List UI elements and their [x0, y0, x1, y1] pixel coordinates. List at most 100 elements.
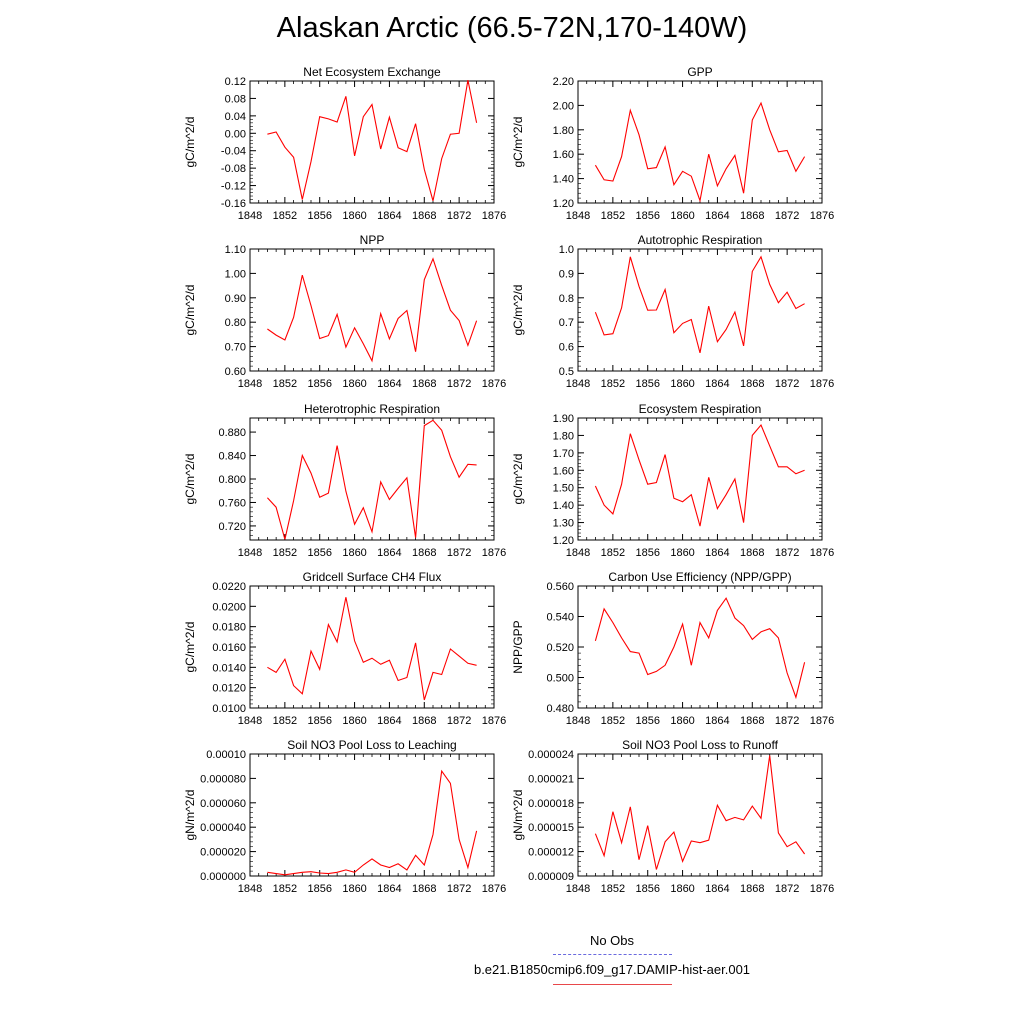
- y-tick-label: 0.000012: [528, 847, 574, 859]
- y-tick-label: 2.00: [553, 100, 574, 112]
- y-tick-label: 0.0220: [212, 581, 246, 593]
- series-line: [267, 257, 478, 363]
- x-tick-label: 1856: [635, 715, 659, 727]
- y-tick-label: 0.70: [225, 342, 246, 354]
- series-line: [594, 255, 805, 354]
- y-tick-label: 0.00: [225, 128, 246, 140]
- x-tick-label: 1876: [482, 210, 506, 222]
- y-tick-label: 0.500: [546, 673, 574, 685]
- y-tick-label: 1.30: [553, 518, 574, 530]
- y-tick-label: 1.60: [553, 149, 574, 161]
- y-tick-label: 0.800: [218, 474, 246, 486]
- chart-panel-7: Gridcell Surface CH4 Flux gC/m^2/d 1848 185…: [183, 570, 506, 727]
- chart-title: Soil NO3 Pool Loss to Leaching: [287, 738, 456, 752]
- y-tick-label: 0.840: [218, 451, 246, 463]
- x-tick-label: 1852: [601, 378, 625, 390]
- y-tick-label: 1.40: [553, 500, 574, 512]
- y-tick-label: 0.000021: [528, 773, 574, 785]
- chart-panel-1: Net Ecosystem Exchange gC/m^2/d 1848 1852 18…: [183, 65, 506, 222]
- chart-title: Heterotrophic Respiration: [304, 402, 440, 416]
- x-tick-label: 1860: [342, 378, 366, 390]
- x-tick-label: 1848: [566, 883, 590, 895]
- series-line: [267, 769, 478, 876]
- x-tick-label: 1864: [377, 547, 401, 559]
- chart-panel-6: Ecosystem Respiration gC/m^2/d 1848 1852 185…: [511, 402, 834, 559]
- x-tick-label: 1852: [601, 547, 625, 559]
- x-tick-label: 1864: [377, 378, 401, 390]
- y-tick-label: -0.16: [221, 198, 246, 210]
- y-tick-label: 0.720: [218, 521, 246, 533]
- x-tick-label: 1872: [775, 715, 799, 727]
- y-tick-label: 1.0: [559, 244, 574, 256]
- x-tick-label: 1852: [601, 883, 625, 895]
- x-tick-label: 1876: [810, 378, 834, 390]
- y-tick-label: 0.000009: [528, 871, 574, 883]
- series-line: [267, 79, 478, 201]
- page-title: Alaskan Arctic (66.5-72N,170-140W): [276, 12, 748, 44]
- y-tick-label: 0.480: [546, 703, 574, 715]
- x-tick-label: 1848: [238, 715, 262, 727]
- x-tick-label: 1868: [740, 715, 764, 727]
- y-tick-label: 0.9: [559, 268, 574, 280]
- y-tick-label: 0.08: [225, 93, 246, 105]
- chart-title: Ecosystem Respiration: [639, 402, 762, 416]
- y-tick-label: -0.04: [221, 146, 246, 158]
- plot-frame: [249, 248, 495, 372]
- x-tick-label: 1852: [601, 715, 625, 727]
- x-tick-label: 1872: [447, 715, 471, 727]
- x-tick-label: 1868: [412, 378, 436, 390]
- y-tick-label: 0.0140: [212, 662, 246, 674]
- y-tick-label: 1.80: [553, 125, 574, 137]
- x-tick-label: 1864: [377, 210, 401, 222]
- y-tick-label: 0.04: [225, 111, 246, 123]
- y-tick-label: 0.520: [546, 642, 574, 654]
- y-tick-label: 0.80: [225, 317, 246, 329]
- series-line: [594, 755, 806, 870]
- chart-panel-5: Heterotrophic Respiration gC/m^2/d 1848 185…: [183, 402, 506, 559]
- plot-frame: [249, 80, 495, 204]
- x-tick-label: 1860: [670, 715, 694, 727]
- x-tick-label: 1868: [412, 883, 436, 895]
- x-tick-label: 1856: [635, 210, 659, 222]
- x-tick-label: 1864: [705, 210, 729, 222]
- y-axis-label: gC/m^2/d: [511, 454, 525, 505]
- y-tick-label: 1.80: [553, 430, 574, 442]
- x-tick-label: 1856: [307, 715, 331, 727]
- x-tick-label: 1876: [482, 883, 506, 895]
- x-tick-label: 1856: [307, 210, 331, 222]
- y-tick-label: 0.0200: [212, 601, 246, 613]
- plot-frame: [249, 585, 495, 709]
- y-axis-label: NPP/GPP: [511, 620, 525, 673]
- x-tick-label: 1872: [447, 210, 471, 222]
- chart-panel-4: Autotrophic Respiration gC/m^2/d 1848 1852 1…: [511, 233, 834, 390]
- x-tick-label: 1868: [412, 547, 436, 559]
- x-tick-label: 1872: [775, 547, 799, 559]
- y-tick-label: 0.0180: [212, 622, 246, 634]
- series-line: [594, 101, 806, 203]
- y-axis-label: gN/m^2/d: [183, 790, 197, 841]
- x-tick-label: 1856: [307, 547, 331, 559]
- y-tick-label: 0.540: [546, 612, 574, 624]
- x-tick-label: 1860: [670, 210, 694, 222]
- x-tick-label: 1848: [238, 378, 262, 390]
- plot-frame: [577, 753, 823, 877]
- x-tick-label: 1868: [740, 210, 764, 222]
- chart-title: Autotrophic Respiration: [638, 233, 763, 247]
- x-tick-label: 1860: [342, 210, 366, 222]
- x-tick-label: 1864: [377, 715, 401, 727]
- chart-title: Soil NO3 Pool Loss to Runoff: [622, 738, 779, 752]
- chart-title: GPP: [687, 65, 712, 79]
- y-tick-label: 0.60: [225, 366, 246, 378]
- x-tick-label: 1864: [377, 883, 401, 895]
- x-tick-label: 1848: [238, 210, 262, 222]
- y-tick-label: 0.00010: [206, 749, 246, 761]
- chart-title: Net Ecosystem Exchange: [303, 65, 441, 79]
- x-tick-label: 1852: [273, 210, 297, 222]
- x-tick-label: 1860: [670, 547, 694, 559]
- x-tick-label: 1860: [342, 715, 366, 727]
- y-tick-label: 1.90: [553, 413, 574, 425]
- legend-line-no-obs: [553, 954, 672, 955]
- x-tick-label: 1852: [601, 210, 625, 222]
- chart-panel-2: GPP gC/m^2/d 1848 1852 1856 1860 1864 1868 1872 1…: [511, 65, 834, 222]
